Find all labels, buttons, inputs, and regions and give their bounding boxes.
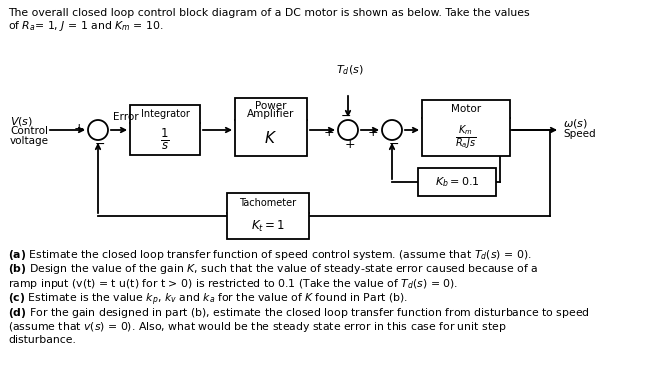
Text: $\mathbf{(a)}$ Estimate the closed loop transfer function of speed control syste: $\mathbf{(a)}$ Estimate the closed loop … <box>8 248 532 262</box>
Text: $\mathbf{(d)}$ For the gain designed in part (b), estimate the closed loop trans: $\mathbf{(d)}$ For the gain designed in … <box>8 306 590 320</box>
Text: $\omega(s)$: $\omega(s)$ <box>563 117 588 129</box>
Text: −: − <box>389 137 399 151</box>
Text: Tachometer: Tachometer <box>239 198 296 208</box>
Circle shape <box>338 120 358 140</box>
Text: $K_b = 0.1$: $K_b = 0.1$ <box>435 175 479 189</box>
Text: (assume that $v(s)$ = 0). Also, what would be the steady state error in this cas: (assume that $v(s)$ = 0). Also, what wou… <box>8 320 507 335</box>
Text: +: + <box>74 122 84 134</box>
Text: $\mathbf{(b)}$ Design the value of the gain $K$, such that the value of steady-s: $\mathbf{(b)}$ Design the value of the g… <box>8 262 538 276</box>
Bar <box>422 100 510 156</box>
Text: Integrator: Integrator <box>141 109 190 119</box>
Text: Error: Error <box>113 112 139 122</box>
Text: Motor: Motor <box>451 104 481 114</box>
Text: voltage: voltage <box>10 136 49 146</box>
Text: disturbance.: disturbance. <box>8 335 76 345</box>
Text: Speed: Speed <box>563 129 595 139</box>
Text: $\frac{K_m}{R_a Js}$: $\frac{K_m}{R_a Js}$ <box>455 123 477 151</box>
Bar <box>235 98 307 156</box>
Bar <box>227 193 309 239</box>
Bar <box>130 105 200 155</box>
Text: $\mathbf{(c)}$ Estimate is the value $k_p$, $k_v$ and $k_a$ for the value of $K$: $\mathbf{(c)}$ Estimate is the value $k_… <box>8 291 408 308</box>
Text: Power: Power <box>255 101 287 111</box>
Text: +: + <box>345 137 355 151</box>
Text: of $R_a$= 1, $J$ = 1 and $K_m$ = 10.: of $R_a$= 1, $J$ = 1 and $K_m$ = 10. <box>8 19 163 33</box>
Text: $V(s)$: $V(s)$ <box>10 115 33 127</box>
Bar <box>418 168 496 196</box>
Text: $K_t = 1$: $K_t = 1$ <box>251 218 285 234</box>
Text: −: − <box>95 137 105 151</box>
Text: ramp input (v(t) = t u(t) for t > 0) is restricted to 0.1 (Take the value of $T_: ramp input (v(t) = t u(t) for t > 0) is … <box>8 277 458 291</box>
Text: $\frac{1}{s}$: $\frac{1}{s}$ <box>160 126 170 152</box>
Circle shape <box>382 120 402 140</box>
Text: +: + <box>324 125 334 139</box>
Text: $T_d(s)$: $T_d(s)$ <box>336 63 364 77</box>
Text: Amplifier: Amplifier <box>247 109 294 119</box>
Text: $K$: $K$ <box>265 130 278 146</box>
Text: −: − <box>341 110 351 122</box>
Text: Control: Control <box>10 126 48 136</box>
Circle shape <box>88 120 108 140</box>
Text: The overall closed loop control block diagram of a DC motor is shown as below. T: The overall closed loop control block di… <box>8 8 530 18</box>
Text: +: + <box>367 125 378 139</box>
